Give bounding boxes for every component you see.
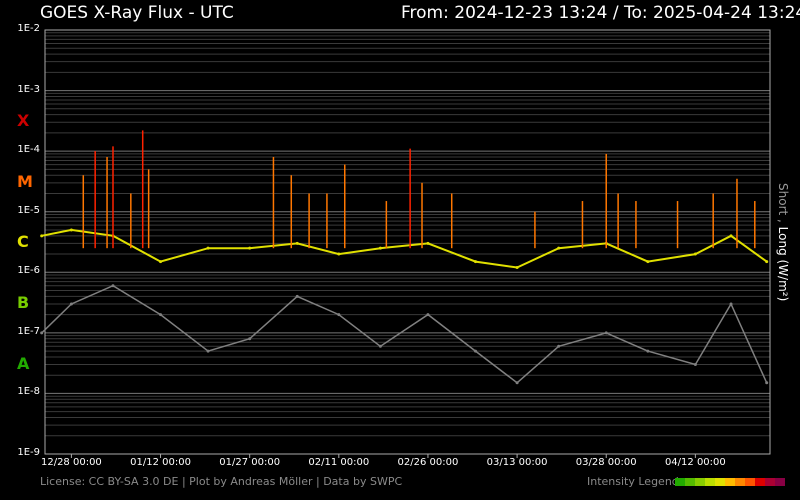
series-long-point — [378, 246, 382, 250]
x-tick-label: 03/28 00:00 — [575, 457, 637, 468]
series-long-point — [69, 228, 73, 232]
legend-swatch — [755, 478, 765, 486]
y-tick-label: 1E-3 — [17, 83, 40, 95]
y-tick-label: 1E-7 — [17, 325, 40, 337]
y-tick-label: 1E-6 — [17, 265, 40, 277]
series-long-point — [646, 260, 650, 264]
y-tick-label: 1E-8 — [17, 386, 40, 398]
date-range-label: From: 2024-12-23 13:24 / To: 2025-04-24 … — [401, 3, 800, 23]
series-long-point — [473, 260, 477, 264]
series-long-point — [248, 246, 252, 250]
series-short-point — [111, 284, 115, 288]
series-short-point — [515, 381, 519, 385]
flare-class-C: C — [17, 232, 29, 252]
chart-title: GOES X-Ray Flux - UTC — [40, 3, 234, 23]
plot-frame — [44, 29, 771, 455]
x-tick-label: 02/11 00:00 — [308, 457, 370, 468]
legend-swatch — [695, 478, 705, 486]
series-long-point — [295, 241, 299, 245]
series-short-point — [765, 381, 769, 385]
series-short-point — [337, 313, 341, 317]
series-long-point — [206, 246, 210, 250]
series-short-point — [646, 349, 650, 353]
series-long-point — [159, 260, 163, 264]
y-axis-title-short: Short — [776, 183, 790, 216]
y-tick-label: 1E-2 — [17, 23, 40, 34]
flare-class-A: A — [17, 353, 30, 373]
series-short-point — [604, 331, 608, 335]
series-short-point — [69, 302, 73, 306]
series-long-point — [765, 260, 769, 264]
x-tick-label: 01/27 00:00 — [219, 457, 281, 468]
y-tick-label: 1E-5 — [17, 204, 40, 216]
series-long — [41, 228, 768, 269]
intensity-legend — [675, 478, 785, 486]
series-short-point — [426, 313, 430, 317]
legend-swatch — [725, 478, 735, 486]
series-short-point — [693, 363, 697, 367]
series-short-point — [729, 302, 733, 306]
legend-swatch — [745, 478, 755, 486]
legend-swatch — [775, 478, 785, 486]
x-tick-label: 03/13 00:00 — [486, 457, 548, 468]
legend-swatch — [765, 478, 775, 486]
legend-swatch — [705, 478, 715, 486]
flare-class-X: X — [17, 111, 30, 131]
series-short-point — [378, 344, 382, 348]
series-short-point — [206, 349, 210, 353]
series-short-point — [473, 349, 477, 353]
intensity-legend-label: Intensity Legend — [587, 475, 679, 488]
series-long-point — [515, 265, 519, 269]
x-tick-label: 04/12 00:00 — [664, 457, 726, 468]
series-long-point — [40, 234, 44, 238]
y-axis-title-long: Long (W/m²) — [776, 226, 790, 302]
series-short-point — [248, 337, 252, 341]
credits-text: License: CC BY-SA 3.0 DE | Plot by Andre… — [40, 475, 403, 488]
x-tick-label: 12/28 00:00 — [40, 457, 102, 468]
series-short-point — [557, 344, 561, 348]
flare-class-M: M — [17, 171, 33, 191]
series-long-point — [693, 252, 697, 256]
y-tick-label: 1E-4 — [17, 144, 40, 156]
legend-swatch — [675, 478, 685, 486]
x-tick-label: 02/26 00:00 — [397, 457, 459, 468]
y-tick-label: 1E-9 — [17, 447, 40, 458]
series-long-point — [426, 241, 430, 245]
series-long-point — [337, 252, 341, 256]
legend-swatch — [735, 478, 745, 486]
series-long-point — [557, 246, 561, 250]
series-long-point — [729, 234, 733, 238]
series-short-point — [295, 294, 299, 298]
series-short — [41, 284, 768, 384]
y-axis-title: Short , Long (W/m²) — [776, 183, 790, 301]
flare-class-B: B — [17, 292, 30, 312]
legend-swatch — [685, 478, 695, 486]
series-short-point — [40, 331, 44, 335]
legend-swatch — [715, 478, 725, 486]
y-axis-title-sep: , — [776, 215, 790, 227]
x-tick-label: 01/12 00:00 — [130, 457, 191, 468]
series-short-point — [159, 313, 163, 317]
